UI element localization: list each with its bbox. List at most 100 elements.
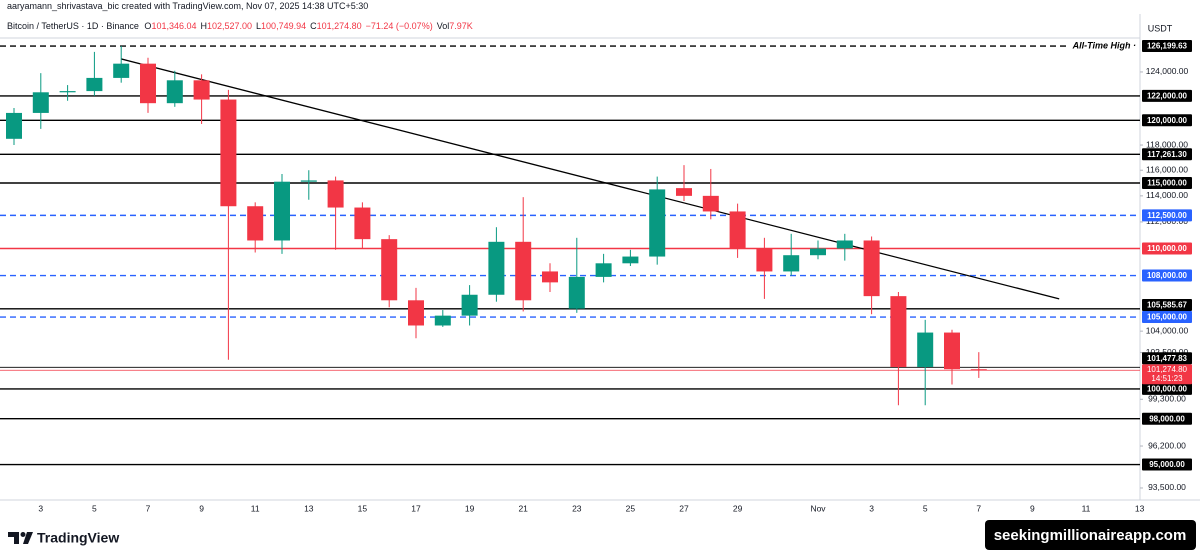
candle-body <box>113 63 130 78</box>
x-tick-label: 11 <box>251 503 260 513</box>
ohlc-value: 101,274.80 <box>316 21 362 31</box>
x-tick-label: 13 <box>304 503 314 513</box>
logo-mark <box>8 532 19 544</box>
candle-body <box>890 296 907 367</box>
candle-body <box>729 211 746 249</box>
logo-mark <box>23 532 33 544</box>
candle-body <box>140 63 156 104</box>
candle-body <box>300 180 317 182</box>
level-label: 126,199.63 <box>1147 42 1188 51</box>
y-tick-label: 114,000.00 <box>1146 190 1188 200</box>
level-label-box <box>1142 242 1192 255</box>
level-label-box <box>1142 176 1192 189</box>
y-tick-label: 104,000.00 <box>1146 325 1189 335</box>
y-tick-label: 102,500.00 <box>1146 347 1189 357</box>
y-tick-label: 96,200.00 <box>1148 440 1186 450</box>
logo-dot <box>20 532 26 537</box>
ohlc-value: 100,749.94 <box>261 21 307 31</box>
brand: TradingView <box>37 530 119 546</box>
candle-body <box>542 271 558 283</box>
candle-body <box>863 240 880 297</box>
y-tick-label: 116,000.00 <box>1146 164 1188 174</box>
candle-body <box>970 369 987 371</box>
candle-body <box>408 300 424 326</box>
candle-body <box>649 189 666 257</box>
level-label-box <box>1142 311 1192 324</box>
currency-label: USDT <box>1148 23 1173 33</box>
level-label: 115,000.00 <box>1147 179 1187 188</box>
level-label: 98,000.00 <box>1149 414 1185 423</box>
x-tick-label: 3 <box>38 503 43 513</box>
level-label: 105,000.00 <box>1147 313 1188 322</box>
y-tick-label: 124,000.00 <box>1146 66 1189 76</box>
level-label: 95,000.00 <box>1149 460 1185 469</box>
change: −71.24 (−0.07%) <box>365 21 433 31</box>
level-label-box <box>1142 89 1192 102</box>
level-label: 122,000.00 <box>1147 92 1188 101</box>
level-label-box <box>1142 114 1192 127</box>
ohlc-value: 101,346.04 <box>151 21 197 31</box>
level-label: 112,500.00 <box>1147 211 1187 220</box>
candle-body <box>944 332 960 370</box>
candle-body <box>274 181 290 241</box>
candle-body <box>193 80 210 100</box>
level-label-box <box>1142 412 1192 425</box>
volume-key: Vol <box>436 21 450 31</box>
plot-area: All-Time High · <box>0 40 1140 466</box>
candle-body <box>756 248 773 272</box>
candle-body <box>488 241 505 295</box>
x-tick-label: 5 <box>923 503 928 513</box>
symbol-legend: Bitcoin / TetherUS · 1D · Binance O101,3… <box>7 21 477 31</box>
x-tick-label: 19 <box>465 503 475 513</box>
candle-body <box>381 239 398 301</box>
candle-body <box>220 99 237 207</box>
annotation-bg <box>1068 40 1139 51</box>
price-axis: 93,500.00 96,200.00 99,300.00 102,500.00 104… <box>1140 40 1192 492</box>
x-tick-label: 7 <box>976 503 981 513</box>
level-label-box <box>1142 269 1192 282</box>
volume-value: 7.97K <box>449 21 473 31</box>
level-label: 117,261.30 <box>1147 150 1187 159</box>
ohlc-key: O <box>144 21 152 31</box>
candle-body <box>327 180 344 208</box>
credit: aaryamann_shrivastava_bic created with T… <box>7 1 369 11</box>
x-tick-label: 25 <box>626 503 636 513</box>
x-tick-label: 29 <box>733 503 743 513</box>
countdown: 14:51:23 <box>1151 374 1183 383</box>
symbol: Bitcoin / TetherUS · 1D · Binance <box>7 21 139 31</box>
ohlc-key: C <box>310 21 317 31</box>
x-tick-label: 21 <box>518 503 528 513</box>
candle-body <box>783 255 800 272</box>
level-annotation: All-Time High · <box>1072 40 1136 50</box>
watermark-box <box>985 520 1196 550</box>
candle-body <box>836 240 853 249</box>
candle-body <box>810 248 826 256</box>
y-tick-label: 99,300.00 <box>1148 394 1186 404</box>
x-tick-label: 9 <box>1030 503 1035 513</box>
x-tick-label: 7 <box>146 503 151 513</box>
candle-body <box>515 241 532 301</box>
x-tick-label: 27 <box>679 503 689 513</box>
candle-body <box>354 207 371 240</box>
candle-body <box>702 195 719 212</box>
level-label-box <box>1142 40 1192 53</box>
level-label: 101,477.83 <box>1147 354 1188 363</box>
last-price-box <box>1142 364 1192 385</box>
candle-body <box>86 77 103 92</box>
x-tick-label: 15 <box>358 503 368 513</box>
y-tick-label: 93,500.00 <box>1148 482 1186 492</box>
level-label-box <box>1142 299 1192 312</box>
x-tick-label: 13 <box>1135 503 1145 513</box>
candle-body <box>917 332 934 367</box>
level-label: 108,000.00 <box>1147 271 1188 280</box>
level-label: 110,000.00 <box>1147 244 1187 253</box>
candle-body <box>434 315 451 326</box>
level-label: 105,585.67 <box>1147 301 1188 310</box>
candle-body <box>595 263 612 277</box>
level-label: 120,000.00 <box>1147 116 1188 125</box>
candle-body <box>622 256 639 264</box>
ohlc-value: 102,527.00 <box>206 21 253 31</box>
level-label-box <box>1142 382 1192 395</box>
